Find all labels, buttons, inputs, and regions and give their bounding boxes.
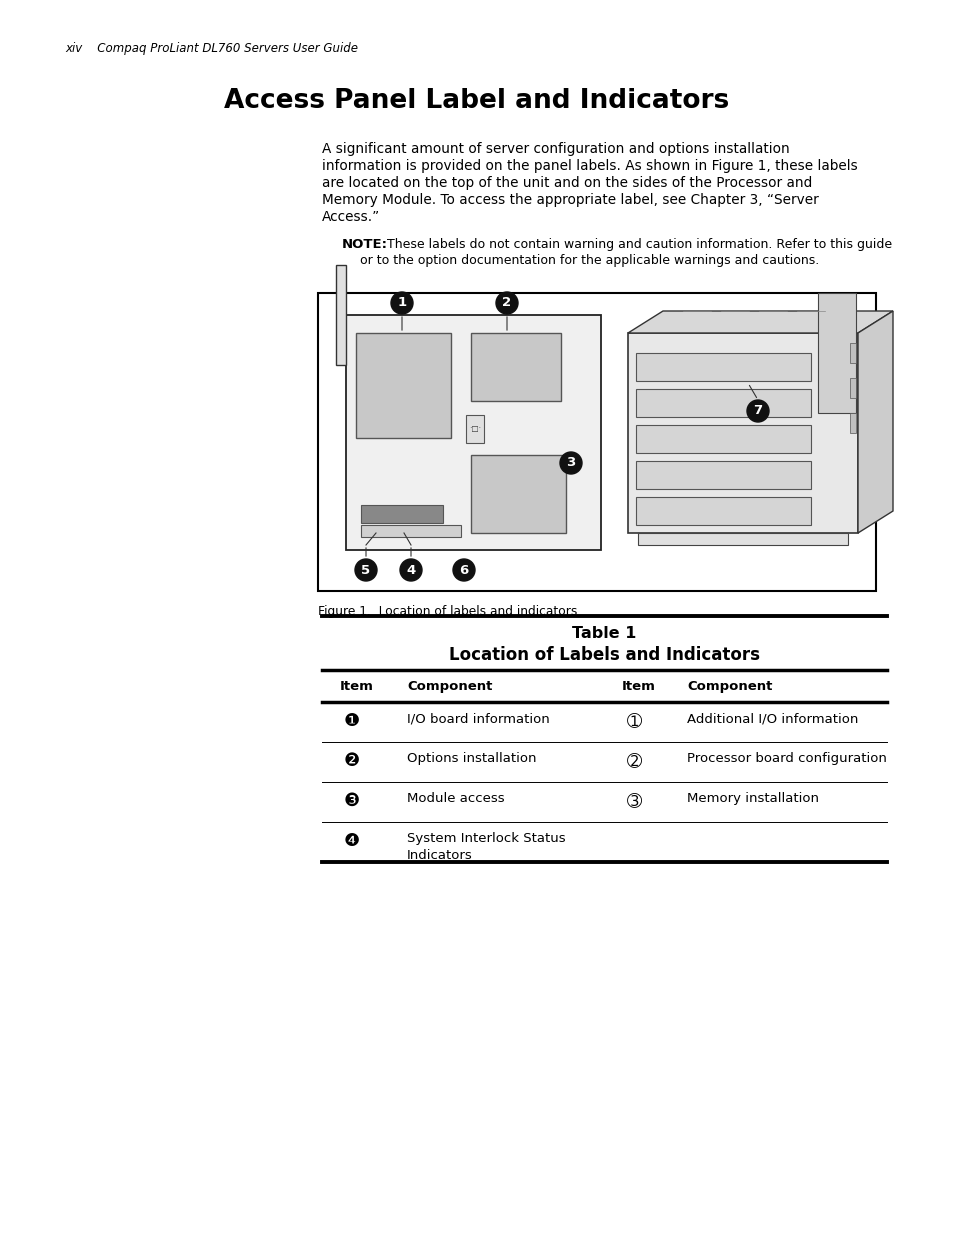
Bar: [817, 293, 855, 412]
Text: ➀: ➀: [626, 713, 640, 730]
Circle shape: [391, 291, 413, 314]
Text: Processor board configuration: Processor board configuration: [686, 752, 886, 764]
Bar: [471, 454, 565, 534]
Text: Module access: Module access: [407, 792, 504, 805]
Text: Component: Component: [407, 680, 492, 693]
Text: 5: 5: [361, 563, 370, 577]
Text: Indicators: Indicators: [407, 848, 473, 862]
Bar: [636, 461, 810, 489]
Text: 7: 7: [753, 405, 761, 417]
Text: ➂: ➂: [626, 792, 640, 810]
Text: A significant amount of server configuration and options installation: A significant amount of server configura…: [322, 142, 789, 156]
Bar: [636, 425, 810, 453]
Text: Memory Module. To access the appropriate label, see Chapter 3, “Server: Memory Module. To access the appropriate…: [322, 193, 818, 207]
Bar: [465, 415, 483, 443]
Text: xiv    Compaq ProLiant DL760 Servers User Guide: xiv Compaq ProLiant DL760 Servers User G…: [65, 42, 357, 56]
Bar: [471, 333, 560, 401]
Text: Additional I/O information: Additional I/O information: [686, 713, 858, 725]
Circle shape: [496, 291, 517, 314]
Text: I/O board information: I/O board information: [407, 713, 549, 725]
Bar: [355, 333, 451, 438]
Bar: [335, 266, 346, 366]
Text: ❷: ❷: [344, 752, 359, 769]
Text: Item: Item: [339, 680, 374, 693]
Text: or to the option documentation for the applicable warnings and cautions.: or to the option documentation for the a…: [359, 254, 819, 267]
Polygon shape: [857, 311, 892, 534]
Text: ❸: ❸: [344, 792, 359, 810]
Bar: [360, 525, 460, 537]
Text: ❹: ❹: [344, 832, 359, 850]
Text: System Interlock Status: System Interlock Status: [407, 832, 565, 845]
Text: These labels do not contain warning and caution information. Refer to this guide: These labels do not contain warning and …: [378, 238, 891, 251]
Circle shape: [746, 400, 768, 422]
Polygon shape: [627, 311, 892, 333]
Text: Memory installation: Memory installation: [686, 792, 818, 805]
Text: Item: Item: [621, 680, 655, 693]
Circle shape: [453, 559, 475, 580]
Bar: [360, 505, 442, 522]
Bar: [346, 315, 600, 550]
Bar: [638, 534, 847, 545]
Text: Table 1: Table 1: [572, 626, 636, 641]
Circle shape: [399, 559, 421, 580]
Bar: [636, 389, 810, 417]
Text: ·□·: ·□·: [469, 425, 480, 433]
Bar: [636, 496, 810, 525]
Bar: [849, 378, 855, 398]
Circle shape: [559, 452, 581, 474]
Text: information is provided on the panel labels. As shown in Figure 1, these labels: information is provided on the panel lab…: [322, 159, 857, 173]
Text: are located on the top of the unit and on the sides of the Processor and: are located on the top of the unit and o…: [322, 177, 811, 190]
Text: Figure 1.  Location of labels and indicators: Figure 1. Location of labels and indicat…: [317, 605, 577, 618]
Text: 3: 3: [566, 457, 575, 469]
Text: Access.”: Access.”: [322, 210, 380, 224]
Text: ❶: ❶: [344, 713, 359, 730]
Text: 4: 4: [406, 563, 416, 577]
Circle shape: [355, 559, 376, 580]
Bar: [849, 412, 855, 433]
Text: NOTE:: NOTE:: [341, 238, 388, 251]
Text: Access Panel Label and Indicators: Access Panel Label and Indicators: [224, 88, 729, 114]
Text: Component: Component: [686, 680, 772, 693]
Text: ➁: ➁: [626, 752, 640, 769]
Bar: [849, 343, 855, 363]
Text: 1: 1: [397, 296, 406, 310]
Bar: [636, 353, 810, 382]
Bar: [317, 293, 875, 592]
Text: 6: 6: [459, 563, 468, 577]
Text: Options installation: Options installation: [407, 752, 536, 764]
Bar: [627, 333, 857, 534]
Text: Location of Labels and Indicators: Location of Labels and Indicators: [449, 646, 760, 664]
Text: 2: 2: [502, 296, 511, 310]
